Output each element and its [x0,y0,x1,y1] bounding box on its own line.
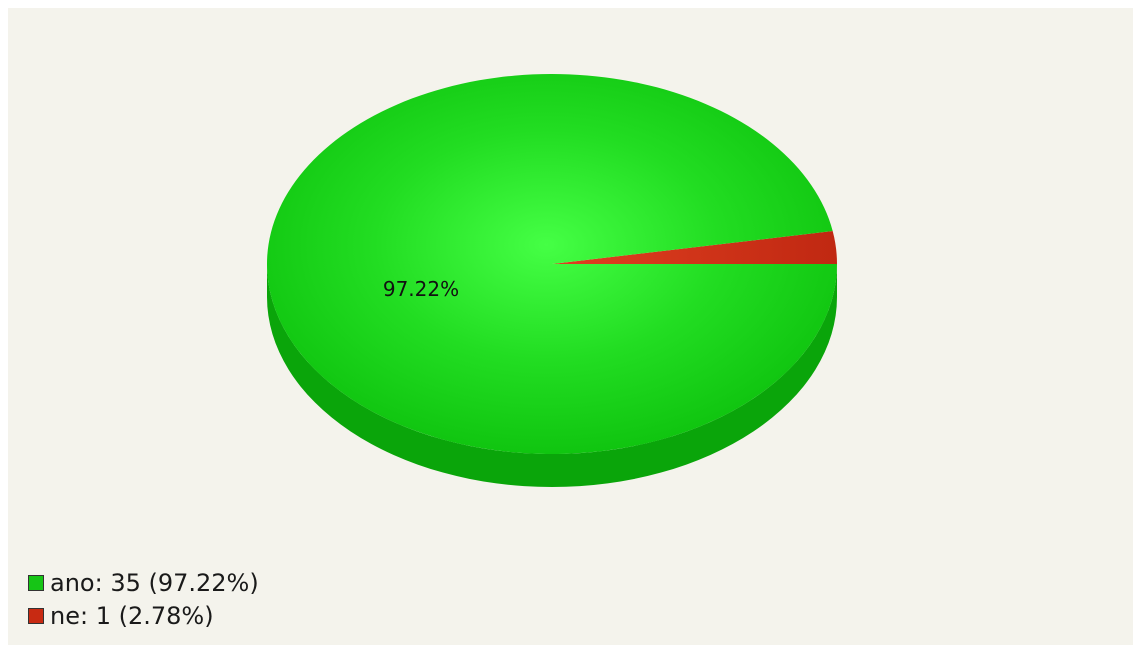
legend-label-ne: ne: 1 (2.78%) [50,601,214,630]
slice-label-ano: 97.22% [383,277,459,301]
legend: ano: 35 (97.22%) ne: 1 (2.78%) [28,566,259,632]
legend-swatch-ne [28,607,44,624]
chart-panel: 97.22% ano: 35 (97.22%) ne: 1 (2.78%) [8,8,1133,645]
pie-chart: 97.22% [267,74,838,487]
legend-item-ne: ne: 1 (2.78%) [28,599,259,632]
pie-slice-ano [267,74,838,455]
legend-label-ano: ano: 35 (97.22%) [50,568,259,597]
legend-item-ano: ano: 35 (97.22%) [28,566,259,599]
legend-swatch-ano [28,574,44,591]
pie-slice-ne [552,231,838,264]
pie-side-wall [267,264,837,487]
